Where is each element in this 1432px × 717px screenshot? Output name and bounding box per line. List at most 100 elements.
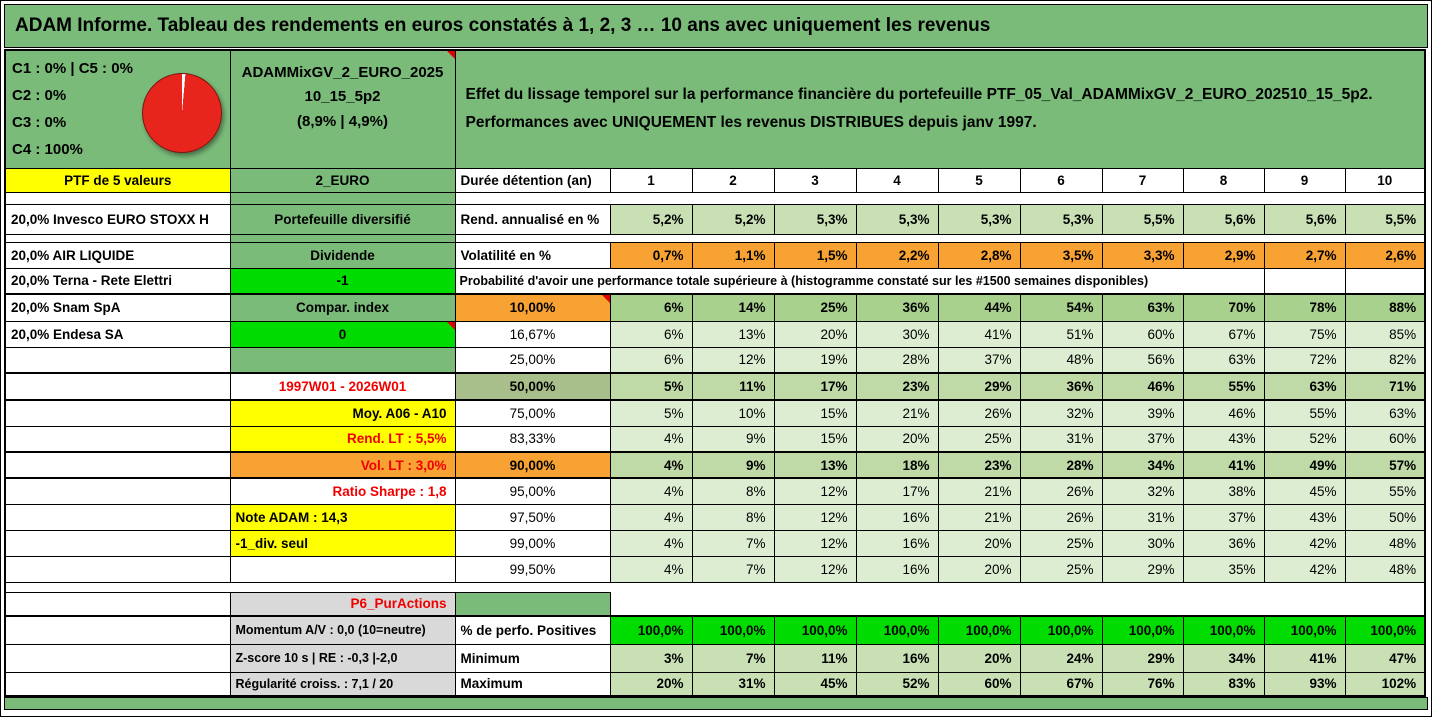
value-cell[interactable]: 8: [1182, 167, 1265, 193]
value-cell[interactable]: 2,8%: [937, 241, 1021, 269]
value-cell[interactable]: 25%: [1019, 555, 1103, 583]
value-cell[interactable]: 5,5%: [1101, 203, 1184, 235]
value-cell[interactable]: 50%: [1344, 503, 1426, 531]
c-column-cell[interactable]: [455, 234, 610, 242]
value-cell[interactable]: 2: [691, 167, 775, 193]
b-column-cell[interactable]: [229, 346, 456, 374]
value-cell[interactable]: 26%: [937, 399, 1021, 427]
value-cell[interactable]: 38%: [1182, 477, 1265, 505]
value-cell[interactable]: 71%: [1344, 372, 1426, 401]
row-label-cell[interactable]: [4, 346, 231, 374]
value-cell[interactable]: [1264, 582, 1345, 592]
value-cell[interactable]: 63%: [1182, 346, 1265, 374]
b-column-cell[interactable]: [229, 233, 456, 243]
value-cell[interactable]: 43%: [1182, 425, 1265, 453]
value-cell[interactable]: 21%: [937, 477, 1021, 505]
value-cell[interactable]: [1102, 582, 1183, 592]
value-cell[interactable]: [1020, 592, 1102, 616]
value-cell[interactable]: 67%: [1019, 671, 1103, 697]
value-cell[interactable]: [938, 592, 1020, 616]
value-cell[interactable]: [856, 234, 938, 242]
value-cell[interactable]: 20%: [609, 671, 693, 697]
value-cell[interactable]: 60%: [1344, 425, 1426, 453]
c-column-cell[interactable]: 25,00%: [454, 346, 611, 374]
value-cell[interactable]: 30%: [855, 320, 939, 348]
value-cell[interactable]: 16%: [855, 555, 939, 583]
value-cell[interactable]: 28%: [855, 346, 939, 374]
value-cell[interactable]: 11%: [773, 643, 857, 673]
value-cell[interactable]: 26%: [1019, 477, 1103, 505]
value-cell[interactable]: [1020, 582, 1102, 592]
value-cell[interactable]: [856, 592, 938, 616]
value-cell[interactable]: 11%: [691, 372, 775, 401]
value-cell[interactable]: 13%: [773, 451, 857, 479]
value-cell[interactable]: 88%: [1344, 293, 1426, 322]
value-cell[interactable]: [692, 582, 774, 592]
value-cell[interactable]: 3%: [609, 643, 693, 673]
c-column-cell[interactable]: Rend. annualisé en %: [454, 203, 611, 235]
value-cell[interactable]: [1102, 592, 1183, 616]
empty-cell[interactable]: [1344, 267, 1426, 295]
value-cell[interactable]: 7: [1101, 167, 1184, 193]
value-cell[interactable]: 102%: [1344, 671, 1426, 697]
value-cell[interactable]: 12%: [773, 529, 857, 557]
value-cell[interactable]: 26%: [1019, 503, 1103, 531]
c-column-cell[interactable]: Durée détention (an): [454, 167, 611, 193]
value-cell[interactable]: [938, 582, 1020, 592]
value-cell[interactable]: 6%: [609, 320, 693, 348]
value-cell[interactable]: 25%: [937, 425, 1021, 453]
value-cell[interactable]: 23%: [855, 372, 939, 401]
value-cell[interactable]: 3,3%: [1101, 241, 1184, 269]
value-cell[interactable]: 16%: [855, 643, 939, 673]
value-cell[interactable]: 83%: [1182, 671, 1265, 697]
row-label-cell[interactable]: [4, 425, 231, 453]
row-label-cell[interactable]: [4, 451, 231, 479]
value-cell[interactable]: 4%: [609, 503, 693, 531]
c-column-cell[interactable]: [455, 582, 610, 592]
value-cell[interactable]: [774, 234, 856, 242]
b-column-cell[interactable]: Vol. LT : 3,0%: [229, 451, 456, 479]
c-column-cell[interactable]: % de perfo. Positives: [454, 615, 611, 645]
value-cell[interactable]: 46%: [1182, 399, 1265, 427]
value-cell[interactable]: 25%: [773, 293, 857, 322]
value-cell[interactable]: [1102, 192, 1183, 204]
value-cell[interactable]: 1,5%: [773, 241, 857, 269]
b-column-cell[interactable]: [230, 582, 455, 592]
value-cell[interactable]: 16%: [855, 503, 939, 531]
b-column-cell[interactable]: -1_div. seul: [229, 529, 456, 557]
value-cell[interactable]: 4%: [609, 451, 693, 479]
value-cell[interactable]: 5,6%: [1263, 203, 1346, 235]
value-cell[interactable]: 100,0%: [1344, 615, 1426, 645]
value-cell[interactable]: 100,0%: [855, 615, 939, 645]
row-label-cell[interactable]: [5, 582, 230, 592]
value-cell[interactable]: [1183, 592, 1264, 616]
value-cell[interactable]: [774, 582, 856, 592]
value-cell[interactable]: 15%: [773, 425, 857, 453]
b-column-cell[interactable]: Régularité croiss. : 7,1 / 20: [229, 671, 456, 697]
value-cell[interactable]: 46%: [1101, 372, 1184, 401]
value-cell[interactable]: 32%: [1019, 399, 1103, 427]
row-label-cell[interactable]: PTF de 5 valeurs: [4, 167, 231, 193]
c-column-cell[interactable]: 97,50%: [454, 503, 611, 531]
value-cell[interactable]: 4%: [609, 529, 693, 557]
value-cell[interactable]: 30%: [1101, 529, 1184, 557]
value-cell[interactable]: 100,0%: [1019, 615, 1103, 645]
value-cell[interactable]: 9: [1263, 167, 1346, 193]
value-cell[interactable]: 72%: [1263, 346, 1346, 374]
row-label-cell[interactable]: 20,0% Terna - Rete Elettri: [4, 267, 231, 295]
value-cell[interactable]: 100,0%: [1263, 615, 1346, 645]
value-cell[interactable]: [1020, 192, 1102, 204]
c-column-cell[interactable]: Volatilité en %: [454, 241, 611, 269]
value-cell[interactable]: 75%: [1263, 320, 1346, 348]
value-cell[interactable]: 93%: [1263, 671, 1346, 697]
value-cell[interactable]: 39%: [1101, 399, 1184, 427]
b-column-cell[interactable]: -1: [229, 267, 456, 295]
portfolio-name-cell[interactable]: ADAMMixGV_2_EURO_202510_15_5p2 (8,9% | 4…: [229, 49, 456, 169]
row-label-cell[interactable]: [4, 503, 231, 531]
value-cell[interactable]: 2,7%: [1263, 241, 1346, 269]
value-cell[interactable]: 41%: [937, 320, 1021, 348]
row-label-cell[interactable]: 20,0% Invesco EURO STOXX H: [4, 203, 231, 235]
row-label-cell[interactable]: [4, 671, 231, 697]
value-cell[interactable]: 25%: [1019, 529, 1103, 557]
b-column-cell[interactable]: Dividende: [229, 241, 456, 269]
